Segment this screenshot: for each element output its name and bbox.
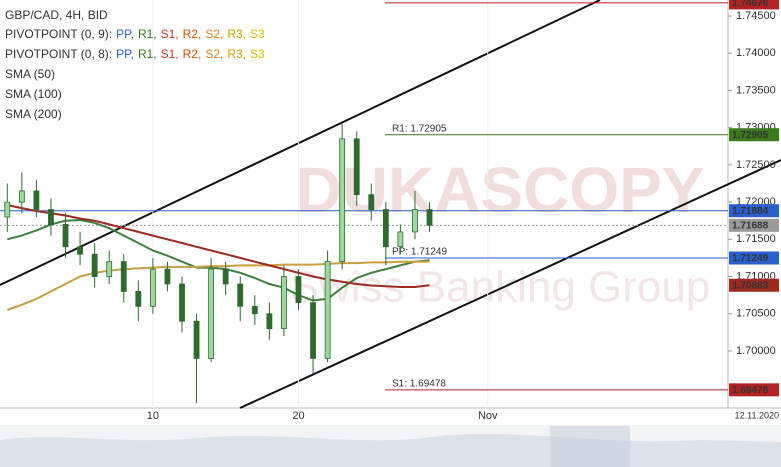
- legend-title: PIVOTPOINT (0, 8):: [5, 47, 112, 61]
- legend-item: R1,: [138, 27, 157, 41]
- y-tick-label: 1.73500: [736, 84, 776, 96]
- candle-body: [91, 253, 98, 277]
- legend-item: S1,: [161, 47, 179, 61]
- legend-item: R3,: [227, 27, 246, 41]
- sma-line: [7, 204, 430, 288]
- price-box-label: 1.72905: [732, 130, 769, 141]
- price-box-label: 1.69478: [732, 385, 769, 396]
- candle-body: [77, 246, 83, 255]
- legend-item: PP,: [116, 27, 134, 41]
- candle-body: [120, 261, 127, 292]
- pivot-label: S1: 1.69478: [392, 378, 446, 389]
- candle-body: [426, 209, 433, 226]
- trend-line: [239, 159, 781, 409]
- legend-item: S3: [250, 27, 265, 41]
- legend-text: PIVOTPOINT (0, 8): PP, R1, S1, R2, S2, R3, S3: [5, 47, 265, 61]
- candle-body: [266, 313, 273, 330]
- candle-body: [193, 320, 200, 359]
- x-tick-label: Nov: [478, 410, 498, 422]
- legend: GBP/CAD, 4H, BID PIVOTPOINT (0, 9): PP, R1…: [5, 8, 265, 121]
- candle-body: [135, 291, 142, 307]
- candle-body: [237, 283, 244, 307]
- y-tick-label: 1.74500: [736, 10, 776, 22]
- price-box: [729, 0, 779, 10]
- legend-item: PP,: [116, 47, 134, 61]
- legend-item: R1,: [138, 47, 157, 61]
- y-tick-label: 1.71500: [736, 233, 776, 245]
- chart-title: GBP/CAD, 4H, BID: [5, 8, 108, 22]
- legend-item: S1,: [161, 27, 179, 41]
- candle-body: [324, 261, 331, 359]
- price-box: [729, 128, 779, 142]
- date-label: 12.11.2020: [735, 410, 779, 420]
- candle-body: [251, 305, 258, 315]
- legend-item: S2,: [205, 47, 223, 61]
- legend-entry: SMA (200): [5, 107, 62, 121]
- candle-body: [62, 224, 69, 248]
- price-box-label: 1.71884: [732, 206, 769, 217]
- legend-item: S3: [250, 47, 265, 61]
- legend-item: R2,: [183, 27, 202, 41]
- candle-body: [149, 268, 156, 307]
- candle-body: [164, 268, 171, 285]
- pivot-label: R1: 1.72905: [392, 123, 447, 134]
- candle-body: [106, 261, 113, 277]
- price-box-label: 1.71688: [732, 220, 769, 231]
- y-tick-label: 1.70500: [736, 308, 776, 320]
- price-box: [729, 278, 779, 292]
- watermark-subtitle: Swiss Banking Group: [290, 263, 711, 312]
- x-tick-label: 20: [292, 410, 304, 422]
- legend-entry: SMA (50): [5, 67, 55, 81]
- price-box: [729, 218, 779, 232]
- legend-item: R2,: [183, 47, 202, 61]
- y-tick-label: 1.70000: [736, 345, 776, 357]
- candle-body: [310, 302, 316, 359]
- price-box-label: 1.70883: [732, 280, 769, 291]
- price-box-label: 1.74676: [732, 0, 769, 9]
- candle-body: [281, 276, 287, 330]
- price-box: [729, 204, 779, 218]
- legend-entry: SMA (100): [5, 87, 62, 101]
- candle-body: [339, 138, 346, 263]
- pivot-label: R2: 1.74676: [392, 0, 447, 3]
- pivot-label: PP: 1.71249: [392, 247, 447, 258]
- candle-body: [295, 276, 302, 303]
- legend-item: R3,: [227, 47, 246, 61]
- candle-body: [412, 209, 418, 233]
- x-tick-label: 10: [147, 410, 159, 422]
- legend-text: PIVOTPOINT (0, 9): PP, R1, S1, R2, S2, R3, S3: [5, 27, 265, 41]
- price-box: [729, 251, 779, 265]
- sma-line: [6, 260, 430, 311]
- candle-body: [48, 209, 54, 225]
- sma-line: [7, 218, 430, 302]
- price-box: [729, 383, 779, 397]
- trend-line: [0, 0, 601, 286]
- legend-title: PIVOTPOINT (0, 9):: [5, 27, 112, 41]
- candle-body: [382, 209, 389, 248]
- price-box-label: 1.71249: [732, 253, 769, 264]
- candle-body: [208, 268, 215, 359]
- legend-item: S2,: [205, 27, 223, 41]
- candle-body: [353, 138, 360, 196]
- candle-body: [368, 194, 375, 210]
- candle-body: [4, 201, 11, 218]
- candle-body: [18, 190, 25, 203]
- candle-body: [397, 231, 404, 248]
- watermark-title: DUKASCOPY: [296, 154, 705, 226]
- navigator-window[interactable]: [550, 426, 630, 467]
- candle-body: [222, 268, 229, 285]
- y-tick-label: 1.74000: [736, 47, 776, 59]
- candle-body: [33, 190, 40, 210]
- candle-body: [179, 283, 185, 322]
- y-tick-label: 1.72500: [736, 159, 776, 171]
